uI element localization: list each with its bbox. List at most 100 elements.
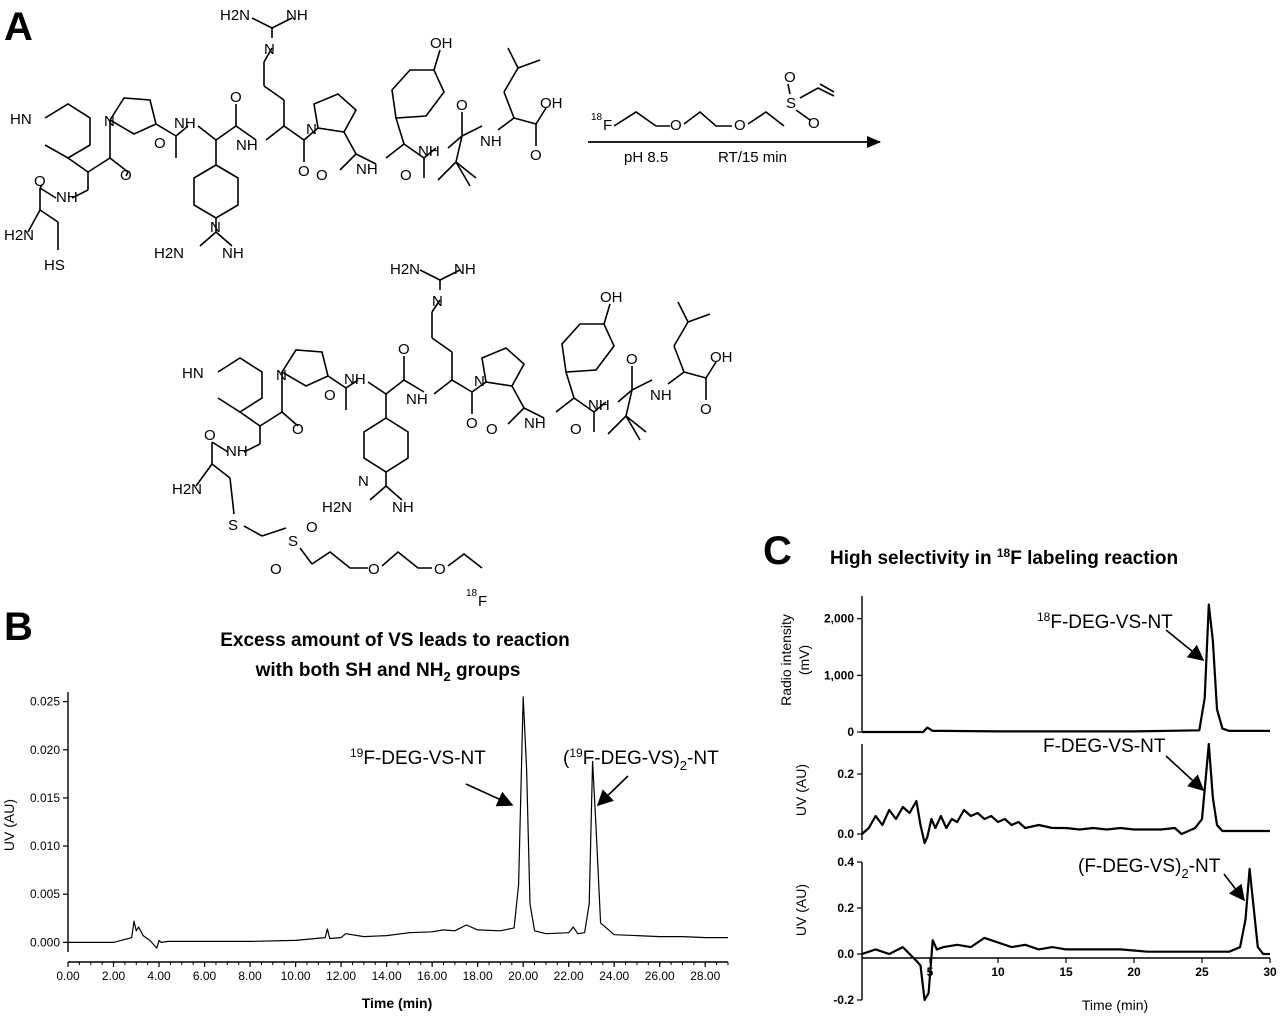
chart-c-radio-series-line [862, 603, 1270, 734]
chart-c-peak-top-sup: 18 [1037, 610, 1051, 624]
product-structure [195, 269, 717, 569]
p-nh-6: NH [226, 443, 248, 460]
p-nh-1: NH [344, 371, 366, 388]
product-labels: H2N NH N OH HN N O O NH O NH O N O NH O … [172, 261, 733, 610]
p-pro2-n: N [474, 373, 485, 390]
chart-c-uv-bot-xtick-label: 10 [991, 965, 1005, 979]
chart-b-xtick-label: 16.00 [417, 969, 447, 983]
chart-b-xtick-label: 6.00 [193, 969, 217, 983]
chart-c-peak-bot-arrow [1223, 873, 1245, 902]
guan-top-n: N [264, 41, 275, 58]
reagent-so-o2: O [808, 115, 820, 132]
chart-b-ytick-label: 0.005 [30, 887, 60, 901]
guan-top-nh: NH [286, 7, 308, 24]
o-8: O [530, 147, 542, 164]
o-6: O [400, 167, 412, 184]
p-cooh-oh: OH [710, 349, 733, 366]
chart-c-uv-bot-ytick-label: -0.2 [833, 993, 854, 1007]
p-guan-top-h2n: H2N [390, 261, 420, 278]
chart-b-ytick-label: 0.000 [30, 935, 60, 949]
guan-top-h2n: H2N [220, 7, 250, 24]
p-ether-o1: O [368, 561, 380, 578]
p-guan-top-n: N [432, 293, 443, 310]
panel-a-letter: A [4, 5, 33, 49]
chart-c-peak-top-label: 18F-DEG-VS-NT [1037, 610, 1173, 633]
o-7: O [456, 97, 468, 114]
chart-b-ytick-label: 0.025 [30, 695, 60, 709]
chart-b-ylabel: UV (AU) [1, 799, 17, 851]
p-pip-hn: HN [182, 365, 204, 382]
reactant-labels: H2N NH N OH HN N O O NH O NH O N O NH O … [4, 7, 563, 274]
p-f18-atom: F [478, 593, 487, 610]
chart-c-ylabel-top-line1: Radio intensity [778, 614, 794, 706]
chart-b: 0.000 0.005 0.010 0.015 0.020 0.025 0.00 2.00 4.… [30, 692, 729, 983]
p-o-6: O [570, 421, 582, 438]
chart-c-uv-mid-series-line [861, 742, 1270, 845]
chart-c-radio-ytick-label: 2,000 [824, 612, 854, 626]
p-guan-low-n: N [358, 473, 369, 490]
chart-c-peak-bot-pre: (F-DEG-VS) [1078, 856, 1181, 877]
guan-low-nh: NH [222, 245, 244, 262]
chart-b-xtick-label: 24.00 [599, 969, 629, 983]
chart-b-peak2-sub: 2 [680, 758, 687, 773]
p-nh-3: NH [524, 415, 546, 432]
p-o-5: O [486, 421, 498, 438]
chart-b-peak1-label: 19F-DEG-VS-NT [350, 746, 486, 769]
chart-b-xlabel: Time (min) [362, 995, 433, 1011]
cys-h2n: H2N [4, 227, 34, 244]
chart-b-title-line2: with both SH and NH2 groups [255, 660, 521, 684]
nh-4: NH [418, 143, 440, 160]
reagent-s: S [786, 95, 796, 112]
p-f18-sup: 18 [466, 588, 478, 599]
chart-b-title-line2-post: groups [451, 660, 521, 681]
pro1-n: N [104, 113, 115, 130]
p-s: S [228, 517, 238, 534]
nh-3: NH [356, 161, 378, 178]
panel-c-letter: C [763, 529, 792, 573]
o-4: O [298, 163, 310, 180]
o-2: O [154, 135, 166, 152]
chart-c-uv-mid-ytick-label: 0.2 [837, 767, 854, 781]
p-o-3: O [398, 341, 410, 358]
p-ether-o2: O [434, 561, 446, 578]
chart-b-ytick-label: 0.010 [30, 839, 60, 853]
nh-5: NH [480, 133, 502, 150]
chart-c-uv-bot-ytick-label: 0.4 [837, 855, 854, 869]
p-guan-low-h2n: H2N [322, 499, 352, 516]
reagent-so-o1: O [784, 69, 796, 86]
chart-b-xtick-label: 20.00 [508, 969, 538, 983]
chart-c-title: High selectivity in 18F labeling reactio… [830, 546, 1178, 569]
chart-c-uv-middle: 0.0 0.2 [837, 742, 1270, 845]
chart-c-title-sup: 18 [997, 546, 1011, 560]
chart-c-title-post: F labeling reaction [1010, 548, 1178, 569]
cys-hs: HS [44, 257, 65, 274]
chart-b-xtick-label: 22.00 [554, 969, 584, 983]
p-nh-2: NH [406, 391, 428, 408]
chart-b-ytick-label: 0.015 [30, 791, 60, 805]
chart-b-xtick-label: 8.00 [238, 969, 262, 983]
chart-c-uv-bot-ytick-label: 0.2 [837, 901, 854, 915]
chart-c-peak-top-arrow [1165, 629, 1205, 662]
pip-hn: HN [10, 111, 32, 128]
p-tyr-oh: OH [600, 289, 623, 306]
chart-b-xtick-label: 28.00 [690, 969, 720, 983]
o-9: O [34, 173, 46, 190]
reagent-o2: O [734, 117, 746, 134]
reactant-structure [27, 17, 547, 250]
p-nh-5: NH [650, 387, 672, 404]
p-so2-o1: O [306, 519, 318, 536]
p-pro1-n: N [276, 367, 287, 384]
chart-b-xtick-label: 12.00 [326, 969, 356, 983]
chart-c-uv-bot-xtick-label: 20 [1127, 965, 1141, 979]
cooh-oh: OH [540, 95, 563, 112]
o-3: O [230, 89, 242, 106]
chart-c-uv-bot-xtick-label: 15 [1059, 965, 1073, 979]
chart-b-series-line [68, 696, 728, 949]
chart-c-uv-bot-ytick-label: 0.0 [837, 947, 854, 961]
chart-c-ylabel-mid: UV (AU) [793, 764, 809, 816]
chart-b-peak2-pre: ( [563, 748, 570, 769]
chart-c-ylabel-top-line2: (mV) [796, 645, 812, 675]
pro2-n: N [306, 121, 317, 138]
p-o-1: O [292, 421, 304, 438]
